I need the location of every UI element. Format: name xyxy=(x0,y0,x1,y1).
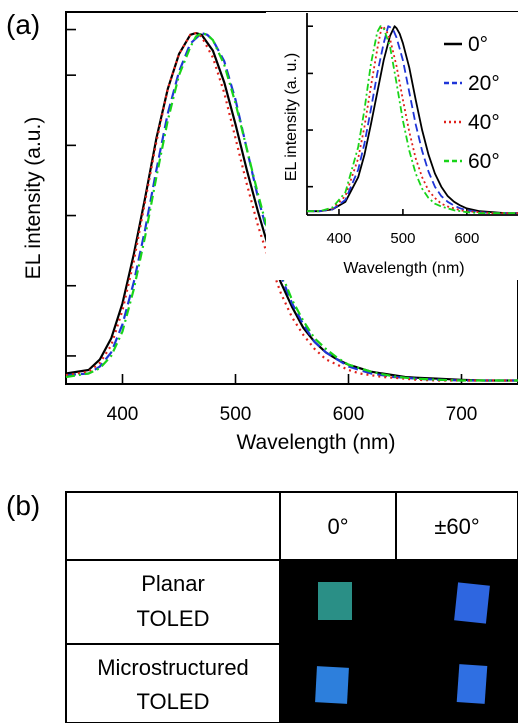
table-header-cell-0deg xyxy=(279,491,397,561)
series-2-line xyxy=(307,25,518,214)
panel-a-label: (a) xyxy=(6,9,40,40)
inset-y-axis-title: EL intensity (a. u.) xyxy=(283,53,300,181)
row-planar-label-line1: Planar xyxy=(141,571,205,596)
inset-ticks xyxy=(307,25,468,215)
inset-x-axis-title: Wavelength (nm) xyxy=(343,260,464,277)
main-x-axis-title: Wavelength (nm) xyxy=(236,431,395,454)
x-tick-label: 500 xyxy=(220,404,252,425)
series-1-line xyxy=(307,25,518,214)
main-x-tick-labels: 400 500 600 700 xyxy=(107,404,478,425)
x-tick-label: 700 xyxy=(446,404,478,425)
main-y-axis-title: EL intensity (a.u.) xyxy=(22,117,45,280)
micro-60deg-emission-swatch xyxy=(456,664,488,704)
table-header-0deg: 0° xyxy=(327,514,348,539)
series-0-line xyxy=(307,25,518,214)
panel-b-label: (b) xyxy=(6,490,40,521)
main-chart: 400 500 600 700 Wavelength (nm) EL intensit… xyxy=(22,11,518,454)
x-tick-label: 400 xyxy=(326,230,351,247)
series-3-line xyxy=(307,25,518,214)
legend-label-2: 40° xyxy=(468,111,500,134)
table-header-60deg: ±60° xyxy=(434,514,479,539)
x-tick-label: 500 xyxy=(390,230,415,247)
image-table: 0° ±60° Planar TOLED Microstructured TOL… xyxy=(65,491,518,723)
inset-white-bg xyxy=(266,12,518,280)
micro-0deg-emission-swatch xyxy=(315,666,349,704)
main-series-group xyxy=(65,32,518,382)
legend-label-3: 60° xyxy=(468,150,500,173)
row-micro-label-line1: Microstructured xyxy=(97,655,249,680)
inset-legend: 0° 20° 40° 60° xyxy=(444,33,500,173)
inset-x-tick-labels: 400 500 600 xyxy=(326,230,479,247)
x-tick-label: 600 xyxy=(333,404,365,425)
table-header-cell-empty xyxy=(65,491,281,561)
row-planar-label-line2: TOLED xyxy=(137,606,210,631)
inset-series-group xyxy=(307,25,518,214)
row-micro-label-line2: TOLED xyxy=(137,689,210,714)
planar-60deg-emission-swatch xyxy=(454,582,490,624)
legend-label-1: 20° xyxy=(468,72,500,95)
planar-0deg-emission-swatch xyxy=(318,582,352,620)
table-row-label-cell-planar xyxy=(65,559,281,645)
legend-label-0: 0° xyxy=(468,33,488,56)
x-tick-label: 400 xyxy=(107,404,139,425)
table-row-label-cell-micro xyxy=(65,643,281,723)
inset-chart: 400 500 600 Wavelength (nm) EL intensity (… xyxy=(266,12,518,280)
table-header-cell-60deg xyxy=(395,491,518,561)
series-3-line xyxy=(65,32,518,382)
x-tick-label: 600 xyxy=(454,230,479,247)
